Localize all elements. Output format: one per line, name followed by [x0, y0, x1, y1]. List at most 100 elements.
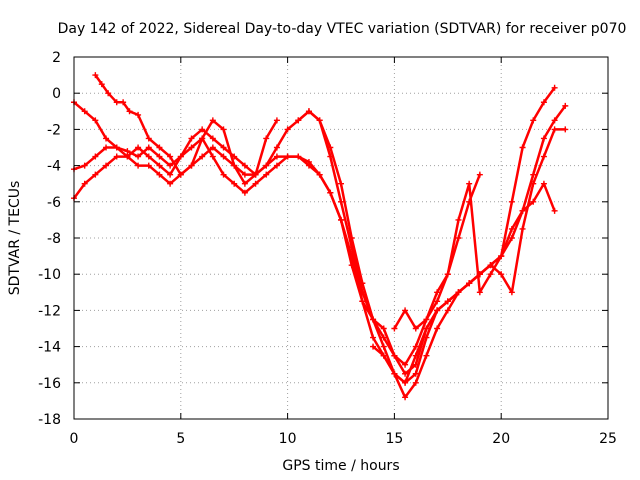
data-point	[444, 307, 451, 314]
data-point	[135, 153, 142, 160]
data-point	[81, 180, 88, 187]
data-point	[220, 153, 227, 160]
data-point	[434, 325, 441, 332]
data-point	[508, 289, 515, 296]
data-point	[380, 325, 387, 332]
data-point	[412, 343, 419, 350]
data-point	[551, 126, 558, 133]
data-point	[530, 171, 537, 178]
axis-ticks: 0 5 10 15 20 25 -18 -16 -14 -12 -10 -8 -6 -4 -2 0 2	[38, 50, 617, 447]
data-point	[348, 235, 355, 241]
data-point	[530, 117, 537, 124]
data-point	[273, 153, 280, 160]
series-3	[71, 108, 483, 368]
data-point	[273, 162, 280, 169]
x-tick-label: 5	[176, 431, 185, 447]
data-point	[551, 207, 558, 214]
data-point	[209, 144, 216, 151]
data-point	[455, 235, 462, 241]
y-tick-label: -14	[38, 340, 61, 356]
data-point	[156, 162, 163, 169]
data-point	[402, 370, 409, 377]
data-point	[156, 171, 163, 178]
data-point	[359, 298, 366, 305]
data-point	[167, 162, 174, 169]
data-point	[466, 180, 473, 187]
data-point	[423, 325, 430, 332]
y-tick-label: -12	[38, 303, 61, 319]
data-point	[241, 162, 248, 169]
data-point	[188, 162, 195, 169]
data-point	[103, 144, 110, 151]
data-point	[92, 72, 99, 79]
data-point	[519, 207, 526, 214]
data-point	[412, 370, 419, 377]
x-tick-label: 10	[279, 431, 297, 447]
data-point	[252, 180, 259, 187]
data-point	[540, 99, 547, 106]
data-point	[466, 280, 473, 287]
data-point	[519, 144, 526, 151]
data-point	[199, 153, 206, 160]
data-point	[167, 180, 174, 187]
data-point	[113, 153, 120, 160]
data-point	[455, 216, 462, 223]
data-point	[241, 189, 248, 196]
data-point	[391, 352, 398, 359]
data-point	[156, 153, 163, 160]
data-point	[231, 162, 238, 169]
data-point	[263, 162, 270, 169]
data-point	[444, 271, 451, 278]
chart-title: Day 142 of 2022, Sidereal Day-to-day VTE…	[58, 21, 627, 37]
data-series	[71, 72, 569, 401]
data-point	[380, 343, 387, 350]
grid	[74, 57, 608, 419]
data-point	[508, 198, 515, 205]
data-point	[177, 153, 184, 160]
data-point	[562, 126, 569, 133]
data-point	[220, 144, 227, 151]
x-axis-label: GPS time / hours	[282, 458, 399, 474]
x-tick-label: 20	[492, 431, 510, 447]
data-point	[412, 379, 419, 386]
data-point	[423, 316, 430, 323]
data-point	[167, 153, 174, 160]
data-point	[498, 253, 505, 260]
data-point	[498, 271, 505, 278]
data-point	[370, 334, 377, 341]
data-point	[126, 108, 133, 115]
data-point	[156, 144, 163, 151]
y-tick-label: -16	[38, 376, 61, 392]
series-7	[391, 102, 569, 332]
data-point	[402, 394, 409, 401]
data-point	[199, 126, 206, 133]
data-point	[391, 370, 398, 377]
data-point	[476, 289, 483, 296]
data-point	[370, 343, 377, 350]
data-point	[487, 271, 494, 278]
data-point	[508, 225, 515, 232]
series-2	[71, 144, 558, 401]
y-tick-label: -10	[38, 267, 61, 283]
data-point	[434, 289, 441, 296]
data-point	[124, 148, 131, 155]
data-point	[220, 171, 227, 178]
data-point	[455, 289, 462, 296]
data-point	[305, 108, 312, 115]
series-4	[92, 72, 280, 187]
data-point	[551, 117, 558, 124]
data-point	[434, 298, 441, 305]
x-tick-label: 0	[70, 431, 79, 447]
data-point	[92, 117, 99, 124]
data-point	[305, 162, 312, 169]
data-point	[380, 334, 387, 341]
data-point	[209, 135, 216, 142]
data-point	[316, 171, 323, 178]
data-point	[284, 153, 291, 160]
data-point	[402, 307, 409, 314]
data-point	[98, 81, 105, 88]
series-6	[370, 126, 569, 386]
data-point	[135, 144, 142, 151]
data-point	[359, 280, 366, 287]
data-point	[188, 135, 195, 142]
